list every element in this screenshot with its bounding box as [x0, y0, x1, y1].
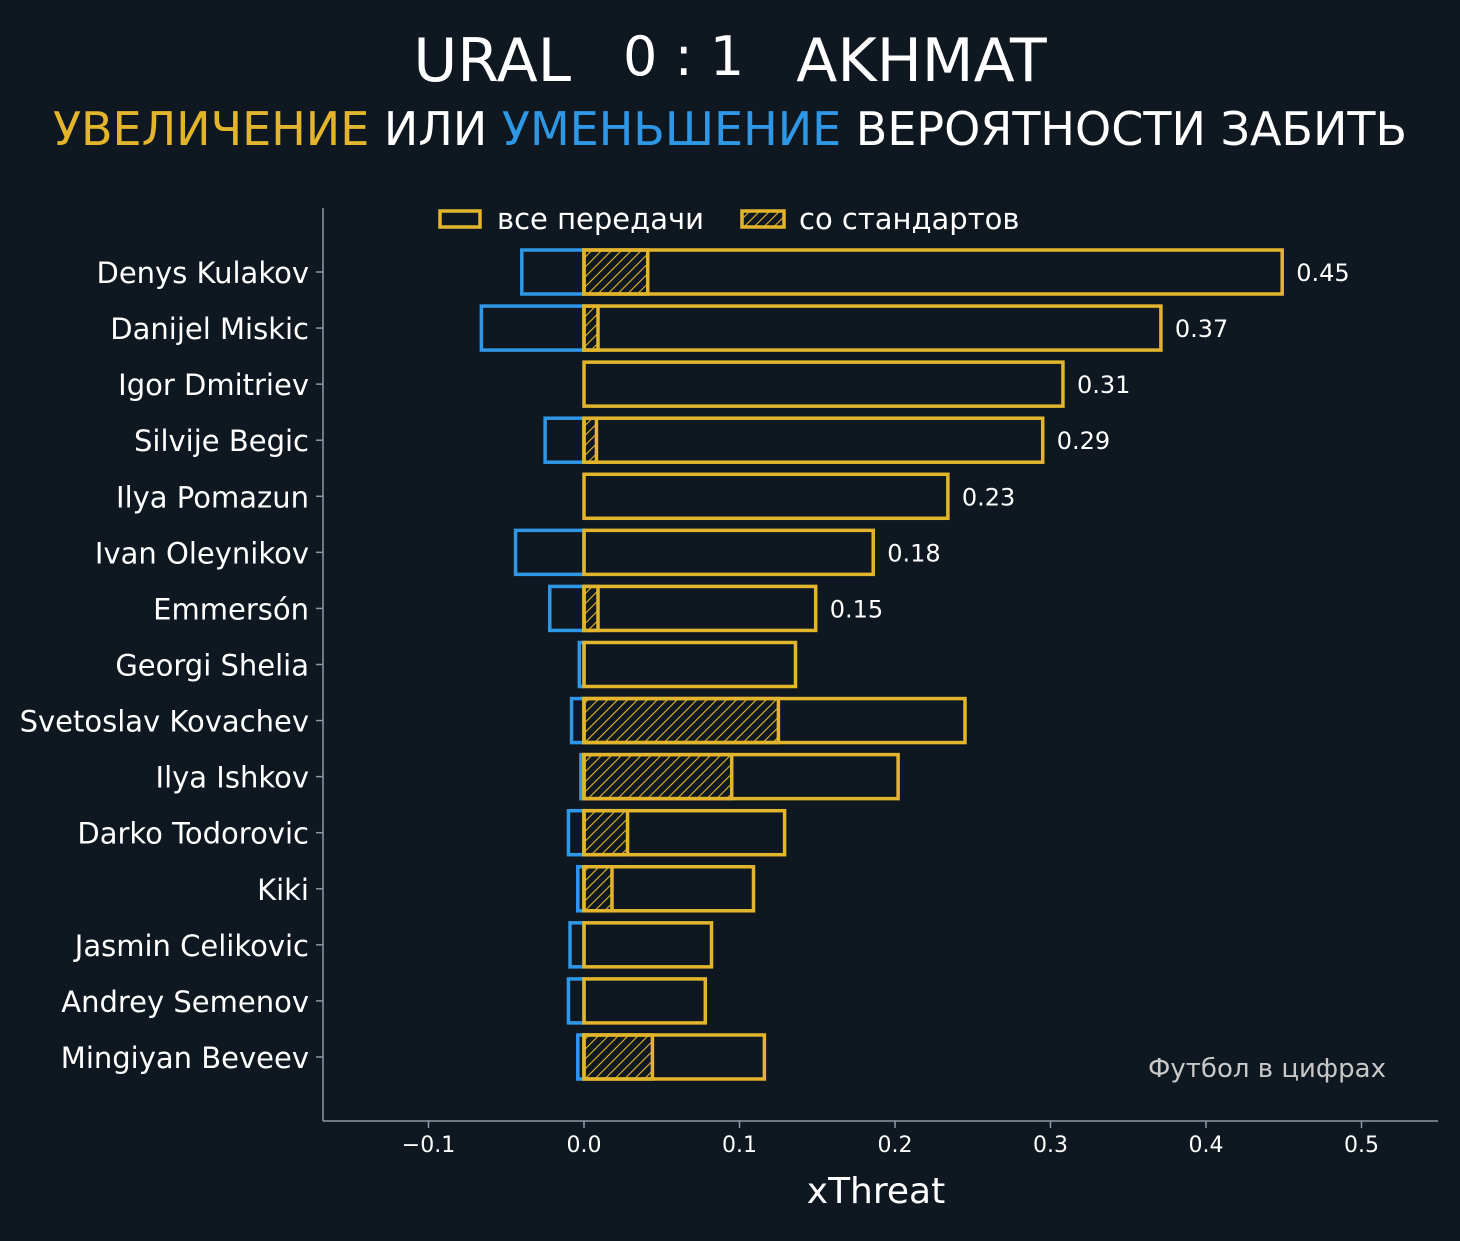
set-piece-bar — [582, 752, 734, 801]
negative-bar — [520, 248, 586, 296]
positive-bar — [582, 640, 798, 689]
subtitle-increase: УВЕЛИЧЕНИЕ — [52, 102, 370, 156]
data-label: 0.29 — [1057, 427, 1110, 455]
positive-bar — [582, 977, 708, 1025]
x-tick-label: 0.0 — [567, 1133, 602, 1158]
match-score: 0 : 1 — [623, 25, 745, 88]
chart-axes: −0.1 0.0 0.1 0.2 0.3 0.4 0.5 Denys Kulakov Danij… — [20, 208, 1438, 1158]
data-label: 0.45 — [1296, 259, 1349, 287]
x-tick-label: 0.4 — [1189, 1133, 1224, 1158]
player-name-label: Andrey Semenov — [61, 985, 309, 1019]
player-name-label: Denys Kulakov — [97, 256, 310, 290]
set-piece-bar — [582, 416, 599, 464]
positive-bar — [582, 304, 1163, 352]
legend-label-all: все передачи — [497, 202, 704, 236]
data-label: 0.37 — [1175, 315, 1228, 343]
subtitle-or: ИЛИ — [369, 102, 502, 156]
positive-bar — [582, 808, 787, 857]
player-name-label: Darko Todorovic — [77, 817, 309, 851]
set-piece-bar — [582, 1033, 655, 1081]
data-label: 0.15 — [830, 595, 883, 623]
chart-labels: 0.45 0.37 0.31 0.29 0.23 0.180.15 — [830, 259, 1350, 623]
player-name-label: Silvije Begic — [134, 424, 309, 458]
player-name-label: Ilya Pomazun — [116, 480, 309, 514]
positive-bar — [582, 752, 900, 801]
x-tick-label: 0.3 — [1033, 1133, 1068, 1158]
positive-bar — [582, 584, 818, 633]
legend-swatch-all — [438, 209, 482, 229]
chart-bars — [479, 248, 1284, 1081]
data-label: 0.31 — [1077, 371, 1130, 399]
chart-title: URAL 0 : 1 AKHMAT — [0, 25, 1460, 96]
legend-swatch-set-piece — [740, 209, 786, 229]
player-name-label: Igor Dmitriev — [118, 368, 309, 402]
subtitle-rest: ВЕРОЯТНОСТИ ЗАБИТЬ — [841, 102, 1408, 156]
set-piece-bar — [582, 808, 630, 857]
x-tick-label: 0.5 — [1344, 1133, 1379, 1158]
player-name-label: Danijel Miskic — [110, 312, 309, 346]
negative-bar — [479, 304, 586, 352]
subtitle-decrease: УМЕНЬШЕНИЕ — [501, 102, 842, 156]
player-name-label: Ivan Oleynikov — [95, 536, 309, 570]
data-label: 0.18 — [887, 539, 940, 567]
player-name-label: Svetoslav Kovachev — [20, 705, 309, 739]
set-piece-bar — [582, 304, 600, 352]
x-tick-label: 0.1 — [722, 1133, 757, 1158]
player-name-label: Jasmin Celikovic — [73, 929, 309, 963]
player-name-label: Mingiyan Beveev — [61, 1041, 309, 1075]
positive-bar — [582, 248, 1284, 296]
set-piece-bar — [582, 584, 600, 633]
positive-bar — [582, 865, 756, 913]
player-name-label: Ilya Ishkov — [156, 761, 309, 795]
negative-bar — [568, 921, 586, 969]
positive-bar — [582, 921, 714, 969]
negative-bar — [543, 416, 586, 464]
negative-bar — [513, 528, 586, 577]
data-label: 0.23 — [962, 483, 1015, 511]
negative-bar — [566, 808, 586, 857]
set-piece-bar — [582, 248, 650, 296]
x-axis-label: xThreat — [807, 1171, 945, 1212]
set-piece-bar — [582, 696, 781, 745]
watermark-text: Футбол в цифрах — [1148, 1054, 1386, 1084]
positive-bar — [582, 360, 1065, 408]
positive-bar — [582, 1033, 767, 1081]
away-team: AKHMAT — [796, 26, 1047, 96]
legend-label-set-piece: со стандартов — [799, 202, 1019, 236]
player-name-label: Kiki — [257, 873, 309, 907]
player-name-label: Georgi Shelia — [115, 648, 309, 682]
x-tick-label: 0.2 — [878, 1133, 913, 1158]
set-piece-bar — [582, 865, 614, 913]
player-name-label: Emmersón — [153, 592, 309, 626]
x-tick-label: −0.1 — [402, 1133, 455, 1158]
negative-bar — [566, 977, 586, 1025]
home-team: URAL — [413, 26, 572, 96]
positive-bar — [582, 472, 950, 521]
chart-legend: все передачи со стандартов — [438, 202, 1019, 236]
negative-bar — [548, 584, 586, 633]
positive-bar — [582, 416, 1045, 464]
chart-subtitle: УВЕЛИЧЕНИЕ ИЛИ УМЕНЬШЕНИЕ ВЕРОЯТНОСТИ ЗА… — [0, 102, 1460, 156]
positive-bar — [582, 528, 875, 577]
positive-bar — [582, 696, 967, 745]
negative-bar — [569, 696, 586, 745]
